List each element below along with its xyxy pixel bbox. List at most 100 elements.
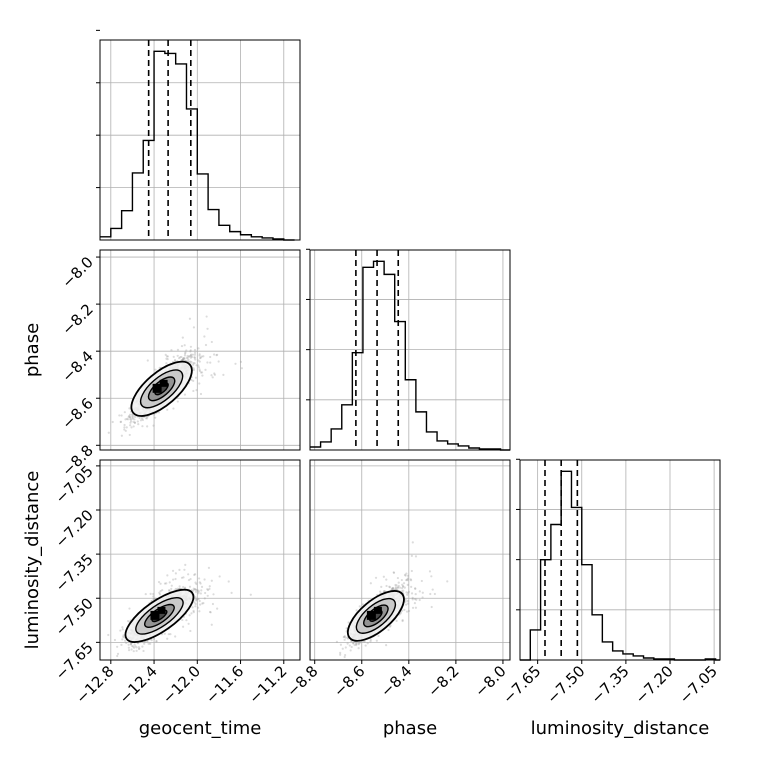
sample-point (399, 586, 402, 589)
sample-point (149, 642, 152, 645)
sample-point (186, 357, 189, 360)
sample-point (187, 622, 190, 625)
sample-point (194, 358, 197, 361)
sample-point (199, 357, 202, 360)
sample-point (146, 359, 149, 362)
sample-point (198, 353, 201, 356)
sample-point (192, 587, 195, 590)
sample-point (111, 420, 114, 424)
sample-point (197, 597, 200, 601)
sample-point (126, 418, 130, 421)
sample-point (395, 619, 398, 622)
sample-point (428, 570, 432, 573)
sample-point (355, 609, 358, 612)
sample-point (192, 609, 195, 612)
sample-point (185, 349, 188, 352)
density-peak (159, 379, 168, 387)
sample-point (418, 590, 421, 593)
sample-point (131, 416, 134, 419)
sample-point (179, 356, 182, 359)
sample-point (355, 642, 358, 645)
sample-point (133, 421, 136, 424)
sample-point (189, 345, 193, 348)
sample-point (130, 413, 134, 416)
sample-point (215, 354, 218, 357)
sample-point (183, 393, 187, 396)
sample-point (185, 619, 188, 622)
sample-point (168, 581, 171, 584)
y-tick-label: −8.4 (58, 347, 96, 385)
sample-point (210, 340, 213, 344)
x-tick-label: −12.4 (116, 662, 161, 707)
sample-point (406, 583, 409, 586)
sample-point (141, 425, 144, 428)
sample-point (176, 587, 179, 590)
sample-point (189, 350, 192, 353)
sample-point (167, 633, 170, 636)
sample-point (397, 584, 400, 588)
sample-point (183, 354, 187, 357)
sample-point (190, 612, 193, 615)
sample-point (133, 421, 137, 424)
sample-point (190, 353, 193, 356)
sample-point (210, 579, 213, 582)
sample-point (397, 581, 400, 584)
sample-point (125, 641, 128, 645)
sample-point (410, 585, 413, 588)
sample-point (165, 582, 168, 585)
sample-point (176, 348, 180, 351)
sample-point (171, 569, 175, 572)
sample-point (403, 586, 406, 589)
sample-point (392, 571, 396, 574)
sample-point (176, 400, 179, 403)
sample-point (135, 649, 138, 652)
sample-point (394, 586, 397, 589)
sample-point (194, 605, 197, 608)
x-tick-label: −7.50 (543, 662, 588, 707)
sample-point (157, 411, 161, 414)
sample-point (205, 315, 208, 318)
sample-point (194, 588, 197, 591)
sample-point (402, 582, 406, 585)
sample-point (188, 355, 191, 358)
sample-point (181, 336, 184, 339)
sample-point (150, 639, 153, 642)
sample-point (413, 598, 417, 601)
sample-point (388, 585, 391, 588)
sample-point (335, 640, 339, 644)
sample-point (407, 602, 410, 605)
y-tick-label: −7.35 (52, 550, 97, 595)
sample-point (404, 574, 407, 577)
sample-point (140, 416, 143, 419)
sample-point (158, 593, 162, 596)
x-tick-label: −7.20 (632, 662, 677, 707)
sample-point (213, 373, 217, 376)
sample-point (194, 590, 198, 593)
sample-point (152, 424, 155, 427)
sample-point (194, 596, 197, 599)
panel-frame (309, 459, 511, 661)
sample-point (182, 576, 185, 579)
sample-point (128, 433, 131, 437)
sample-point (342, 636, 345, 639)
sample-point (137, 423, 140, 426)
sample-point (189, 629, 192, 633)
sample-point (216, 353, 219, 356)
x-axis-label-luminosity_distance: luminosity_distance (531, 718, 710, 739)
sample-point (189, 354, 192, 357)
sample-point (178, 357, 181, 360)
sample-point (169, 632, 172, 636)
sample-point (132, 645, 135, 648)
sample-point (183, 586, 187, 589)
sample-point (343, 655, 346, 659)
sample-point (204, 368, 207, 371)
sample-point (249, 593, 252, 596)
sample-point (192, 379, 195, 382)
sample-point (126, 619, 130, 623)
sample-point (158, 366, 161, 369)
sample-point (159, 582, 162, 585)
sample-point (129, 420, 133, 423)
sample-point (181, 359, 184, 362)
sample-point (170, 584, 173, 587)
